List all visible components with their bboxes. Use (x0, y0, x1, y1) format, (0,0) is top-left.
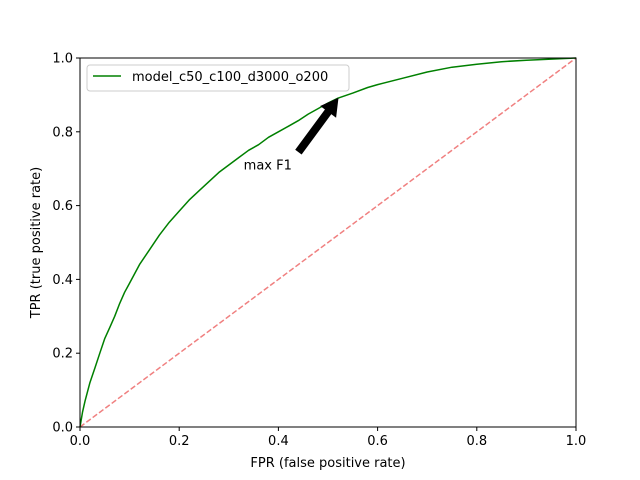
x-tick-label: 0.2 (169, 434, 190, 449)
plot-frame (79, 57, 577, 428)
y-tick-label: 0.8 (52, 125, 73, 140)
legend-label: model_c50_c100_d3000_o200 (132, 70, 328, 85)
y-axis-title: TPR (true positive rate) (29, 167, 44, 319)
y-tick-label: 1.0 (52, 52, 73, 67)
legend: model_c50_c100_d3000_o200 (86, 64, 350, 92)
y-tick-label: 0.2 (52, 347, 73, 362)
series-layer (79, 57, 577, 428)
legend-box (86, 64, 350, 92)
x-tick-label: 0.8 (466, 434, 487, 449)
y-axis-ticks: 0.0 0.2 0.4 0.6 0.8 1.0 (52, 52, 80, 436)
x-tick-label: 1.0 (566, 434, 587, 449)
y-tick-label: 0.6 (52, 199, 73, 214)
annotation-arrow (295, 97, 339, 155)
x-axis-ticks: 0.0 0.2 0.4 0.6 0.8 1.0 (70, 427, 587, 449)
annotation-label: max F1 (244, 159, 292, 174)
x-tick-label: 0.0 (70, 434, 91, 449)
y-tick-label: 0.0 (52, 421, 73, 436)
annotation-layer: max F1 (244, 97, 339, 174)
roc-curve-line (79, 57, 577, 428)
x-axis-title: FPR (false positive rate) (250, 456, 405, 471)
x-tick-label: 0.6 (367, 434, 388, 449)
chance-diagonal-line (79, 57, 577, 428)
x-tick-label: 0.4 (268, 434, 289, 449)
y-tick-label: 0.4 (52, 273, 73, 288)
